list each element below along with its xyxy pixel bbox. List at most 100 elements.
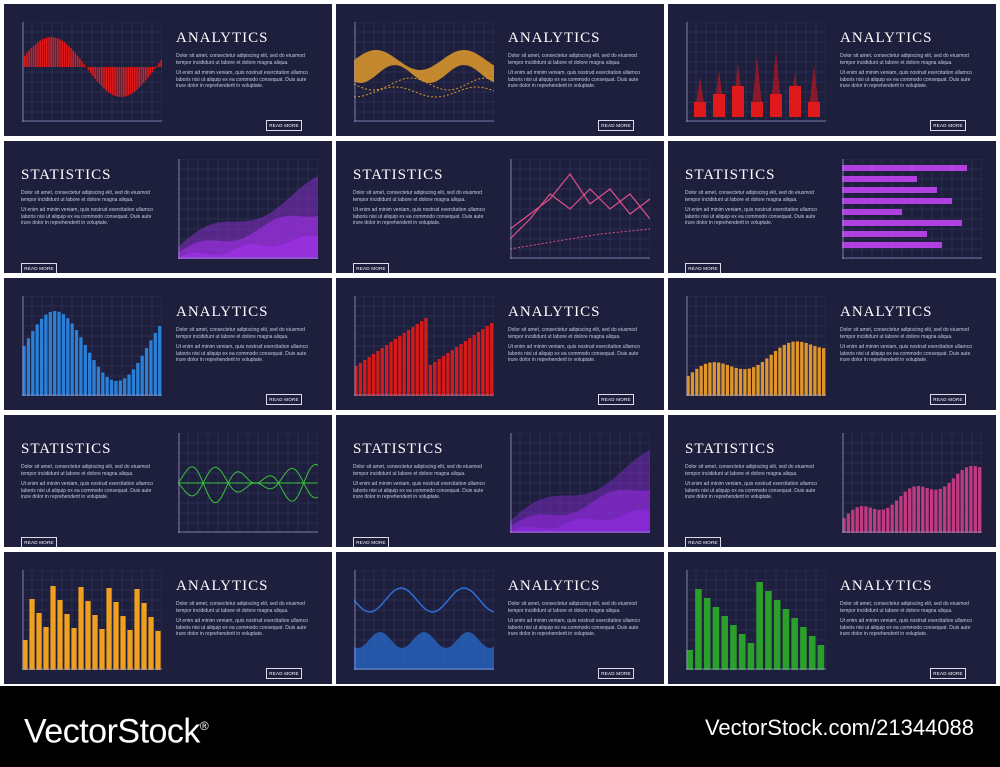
card-paragraph: Dolor sit amet, consectetur adipiscing e… xyxy=(508,601,637,614)
decorative-chart xyxy=(354,570,494,670)
decorative-chart xyxy=(354,296,494,396)
card-paragraph: Ut enim ad minim veniam, quis nostrud ex… xyxy=(21,207,153,226)
decorative-chart xyxy=(686,22,826,122)
card-paragraph: Dolor sit amet, consectetur adipiscing e… xyxy=(508,327,637,340)
read-more-button[interactable]: READ MORE xyxy=(21,263,57,273)
registered-mark: ® xyxy=(199,719,209,733)
card-paragraph: Dolor sit amet, consectetur adipiscing e… xyxy=(353,190,482,203)
card-paragraph: Ut enim ad minim veniam, quis nostrud ex… xyxy=(176,70,308,89)
read-more-button[interactable]: READ MORE xyxy=(598,668,634,679)
card-paragraph: Dolor sit amet, consectetur adipiscing e… xyxy=(176,327,305,340)
read-more-button[interactable]: READ MORE xyxy=(266,120,302,131)
read-more-button[interactable]: READ MORE xyxy=(598,120,634,131)
decorative-chart xyxy=(178,433,318,533)
card-text: ANALYTICS Dolor sit amet, consectetur adi… xyxy=(176,304,316,405)
read-more-button[interactable]: READ MORE xyxy=(598,394,634,405)
card-paragraph: Ut enim ad minim veniam, quis nostrud ex… xyxy=(840,70,972,89)
card-paragraph: Dolor sit amet, consectetur adipiscing e… xyxy=(21,464,150,477)
decorative-chart xyxy=(686,296,826,396)
card-title: STATISTICS xyxy=(685,441,776,457)
card-text: ANALYTICS Dolor sit amet, consectetur adi… xyxy=(840,304,980,405)
card-title: ANALYTICS xyxy=(840,30,933,46)
card-title: STATISTICS xyxy=(353,167,444,183)
card-paragraph: Ut enim ad minim veniam, quis nostrud ex… xyxy=(508,70,640,89)
card-paragraph: Ut enim ad minim veniam, quis nostrud ex… xyxy=(176,618,308,637)
read-more-button[interactable]: READ MORE xyxy=(930,120,966,131)
card-title: ANALYTICS xyxy=(508,304,601,320)
info-card: ANALYTICS Dolor sit amet, consectetur adi… xyxy=(4,278,332,410)
info-card: STATISTICS Dolor sit amet, consectetur ad… xyxy=(336,415,664,547)
card-paragraph: Dolor sit amet, consectetur adipiscing e… xyxy=(353,464,482,477)
info-card: ANALYTICS Dolor sit amet, consectetur adi… xyxy=(668,552,996,684)
info-card: ANALYTICS Dolor sit amet, consectetur adi… xyxy=(4,552,332,684)
read-more-button[interactable]: READ MORE xyxy=(21,537,57,547)
card-text: ANALYTICS Dolor sit amet, consectetur adi… xyxy=(176,30,316,131)
card-title: ANALYTICS xyxy=(176,30,269,46)
card-paragraph: Dolor sit amet, consectetur adipiscing e… xyxy=(840,601,969,614)
info-card: STATISTICS Dolor sit amet, consectetur ad… xyxy=(4,141,332,273)
card-paragraph: Ut enim ad minim veniam, quis nostrud ex… xyxy=(840,344,972,363)
decorative-chart xyxy=(510,433,650,533)
decorative-chart xyxy=(22,570,162,670)
card-text: STATISTICS Dolor sit amet, consectetur ad… xyxy=(685,167,825,273)
read-more-button[interactable]: READ MORE xyxy=(353,537,389,547)
info-card: ANALYTICS Dolor sit amet, consectetur adi… xyxy=(668,4,996,136)
card-paragraph: Ut enim ad minim veniam, quis nostrud ex… xyxy=(685,207,817,226)
card-text: ANALYTICS Dolor sit amet, consectetur adi… xyxy=(840,578,980,679)
card-text: STATISTICS Dolor sit amet, consectetur ad… xyxy=(353,441,493,547)
info-card: ANALYTICS Dolor sit amet, consectetur adi… xyxy=(668,278,996,410)
info-card: STATISTICS Dolor sit amet, consectetur ad… xyxy=(336,141,664,273)
card-paragraph: Dolor sit amet, consectetur adipiscing e… xyxy=(840,53,969,66)
card-text: STATISTICS Dolor sit amet, consectetur ad… xyxy=(685,441,825,547)
card-title: ANALYTICS xyxy=(840,578,933,594)
card-text: ANALYTICS Dolor sit amet, consectetur adi… xyxy=(508,30,648,131)
read-more-button[interactable]: READ MORE xyxy=(685,263,721,273)
decorative-chart xyxy=(686,570,826,670)
card-text: ANALYTICS Dolor sit amet, consectetur adi… xyxy=(508,304,648,405)
decorative-chart xyxy=(22,22,162,122)
card-title: STATISTICS xyxy=(21,167,112,183)
card-text: STATISTICS Dolor sit amet, consectetur ad… xyxy=(21,167,161,273)
card-text: STATISTICS Dolor sit amet, consectetur ad… xyxy=(21,441,161,547)
card-paragraph: Ut enim ad minim veniam, quis nostrud ex… xyxy=(353,207,485,226)
read-more-button[interactable]: READ MORE xyxy=(930,394,966,405)
info-card: ANALYTICS Dolor sit amet, consectetur adi… xyxy=(4,4,332,136)
card-paragraph: Ut enim ad minim veniam, quis nostrud ex… xyxy=(21,481,153,500)
read-more-button[interactable]: READ MORE xyxy=(266,394,302,405)
decorative-chart xyxy=(842,159,982,259)
card-paragraph: Ut enim ad minim veniam, quis nostrud ex… xyxy=(353,481,485,500)
card-title: STATISTICS xyxy=(21,441,112,457)
card-paragraph: Dolor sit amet, consectetur adipiscing e… xyxy=(176,53,305,66)
card-paragraph: Ut enim ad minim veniam, quis nostrud ex… xyxy=(508,618,640,637)
card-paragraph: Ut enim ad minim veniam, quis nostrud ex… xyxy=(685,481,817,500)
card-title: ANALYTICS xyxy=(176,304,269,320)
footer-bar: VectorStock® VectorStock.com/21344088 xyxy=(0,686,1000,767)
read-more-button[interactable]: READ MORE xyxy=(685,537,721,547)
info-card: ANALYTICS Dolor sit amet, consectetur adi… xyxy=(336,4,664,136)
info-card: STATISTICS Dolor sit amet, consectetur ad… xyxy=(668,415,996,547)
read-more-button[interactable]: READ MORE xyxy=(353,263,389,273)
image-credit: VectorStock.com/21344088 xyxy=(704,715,974,740)
card-title: STATISTICS xyxy=(353,441,444,457)
card-title: STATISTICS xyxy=(685,167,776,183)
card-title: ANALYTICS xyxy=(508,578,601,594)
card-paragraph: Ut enim ad minim veniam, quis nostrud ex… xyxy=(176,344,308,363)
card-text: ANALYTICS Dolor sit amet, consectetur adi… xyxy=(840,30,980,131)
card-paragraph: Dolor sit amet, consectetur adipiscing e… xyxy=(685,190,814,203)
brand-name: VectorStock xyxy=(24,712,200,751)
info-card: STATISTICS Dolor sit amet, consectetur ad… xyxy=(4,415,332,547)
card-paragraph: Dolor sit amet, consectetur adipiscing e… xyxy=(176,601,305,614)
read-more-button[interactable]: READ MORE xyxy=(930,668,966,679)
info-card: ANALYTICS Dolor sit amet, consectetur adi… xyxy=(336,552,664,684)
decorative-chart xyxy=(22,296,162,396)
card-title: ANALYTICS xyxy=(840,304,933,320)
card-paragraph: Dolor sit amet, consectetur adipiscing e… xyxy=(685,464,814,477)
card-text: ANALYTICS Dolor sit amet, consectetur adi… xyxy=(508,578,648,679)
card-text: STATISTICS Dolor sit amet, consectetur ad… xyxy=(353,167,493,273)
card-paragraph: Ut enim ad minim veniam, quis nostrud ex… xyxy=(840,618,972,637)
vectorstock-logo: VectorStock® xyxy=(24,706,209,751)
decorative-chart xyxy=(842,433,982,533)
read-more-button[interactable]: READ MORE xyxy=(266,668,302,679)
decorative-chart xyxy=(354,22,494,122)
card-paragraph: Ut enim ad minim veniam, quis nostrud ex… xyxy=(508,344,640,363)
